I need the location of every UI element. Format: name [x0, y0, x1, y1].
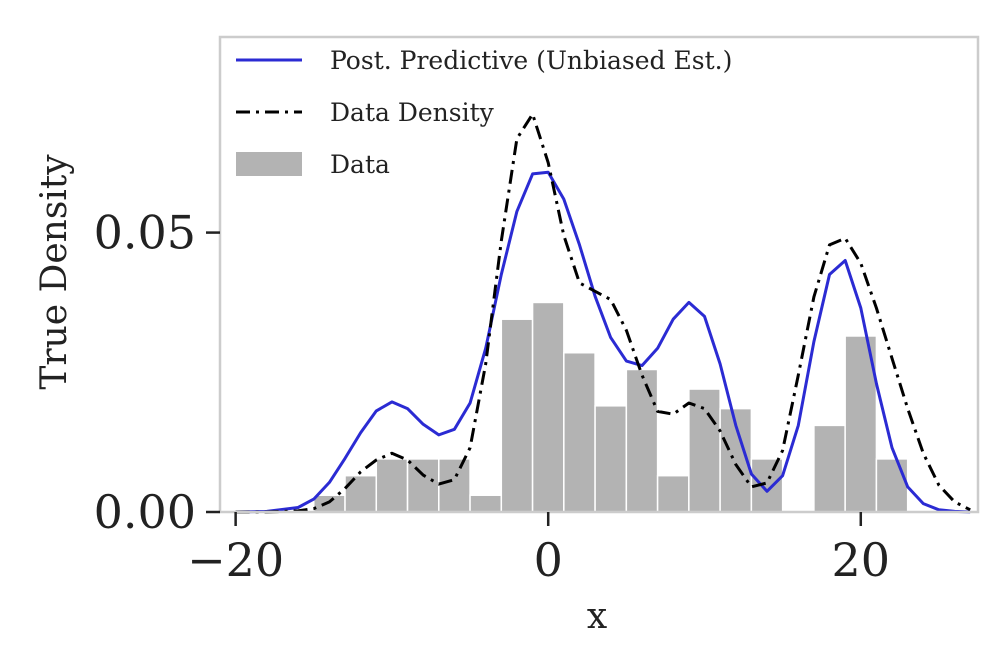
axes: −20 0 20 0.00 0.05: [94, 35, 980, 587]
histogram-bar: [563, 351, 596, 513]
x-axis-label: x: [587, 596, 607, 637]
histogram-bar: [438, 458, 471, 513]
legend-label: Data: [330, 150, 390, 179]
histogram-bar: [313, 494, 346, 513]
x-tick-label: −20: [187, 533, 284, 587]
histogram-bar: [656, 474, 690, 513]
y-axis-label: True Density: [34, 154, 75, 390]
histogram-bar: [594, 405, 628, 513]
x-tick-label: 20: [832, 533, 891, 587]
plot-frame: [218, 35, 980, 514]
histogram-bar: [469, 494, 503, 513]
y-tick-label: 0.05: [94, 206, 196, 260]
histogram-bar: [375, 458, 409, 513]
plot-area: [235, 112, 971, 514]
histogram-bar: [406, 458, 440, 513]
histogram-bar: [531, 301, 565, 513]
x-tick-label: 0: [534, 533, 563, 587]
data-density-line: [235, 112, 971, 514]
y-tick-label: 0.00: [94, 485, 196, 539]
histogram-bar: [813, 424, 846, 513]
legend-label: Data Density: [330, 98, 495, 127]
histogram-bar: [500, 318, 534, 513]
histogram-bar: [688, 388, 721, 513]
posterior-predictive-line: [235, 170, 971, 514]
histogram-bar: [344, 474, 378, 513]
legend: Post. Predictive (Unbiased Est.) Data Den…: [236, 46, 732, 179]
histogram-bar: [875, 458, 909, 513]
legend-swatch-data: [236, 152, 302, 176]
legend-label: Post. Predictive (Unbiased Est.): [330, 46, 732, 75]
histogram-bar: [625, 368, 659, 513]
